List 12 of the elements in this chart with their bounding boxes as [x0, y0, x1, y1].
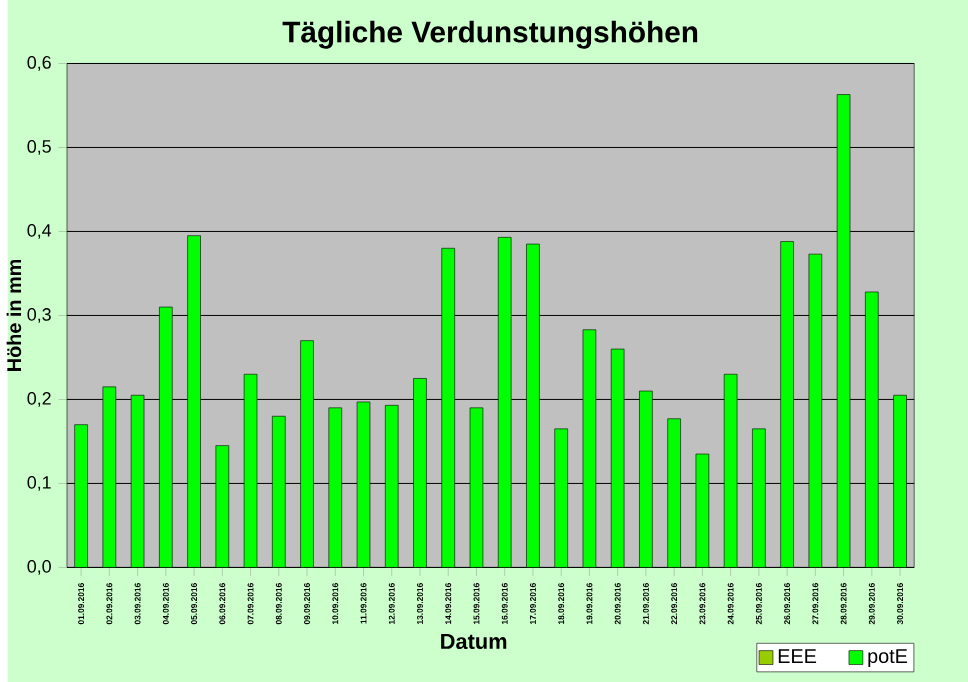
legend-label: potE	[868, 649, 908, 667]
chart-title: Tägliche Verdunstungshöhen	[282, 20, 698, 49]
y-tick-label: 0,4	[27, 223, 52, 239]
legend-label: EEE	[778, 649, 817, 663]
y-tick-label: 0,2	[27, 391, 51, 407]
y-tick-label: 0,3	[27, 307, 51, 323]
y-tick-label: 0,6	[27, 55, 51, 71]
y-axis-title: Höhe in mm	[6, 259, 22, 371]
y-tick-label: 0,5	[27, 139, 51, 155]
x-axis-title: Datum	[441, 633, 507, 649]
y-tick-label: 0,1	[27, 475, 51, 491]
y-tick-label: 0,0	[27, 559, 51, 575]
